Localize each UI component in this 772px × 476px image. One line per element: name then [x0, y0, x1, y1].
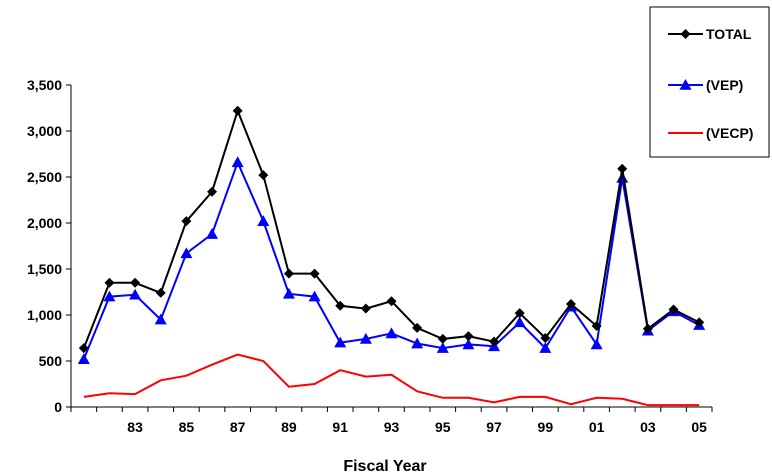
data-point: [77, 353, 90, 364]
data-point: [668, 304, 679, 315]
data-point: [539, 342, 552, 353]
data-point: [155, 287, 166, 298]
y-tick-label: 1,000: [27, 307, 62, 323]
series-vecp: [83, 353, 700, 407]
data-point: [462, 338, 475, 350]
legend-item: (VEP): [668, 77, 743, 93]
series-total: [78, 105, 705, 354]
y-tick-label: 500: [39, 353, 63, 369]
data-point: [437, 333, 448, 344]
legend-marker: [679, 79, 692, 90]
x-tick-label: 87: [230, 419, 246, 435]
data-point: [206, 228, 219, 239]
data-point: [616, 171, 629, 183]
data-point: [463, 331, 474, 342]
data-point: [258, 170, 269, 181]
y-tick-label: 2,000: [27, 215, 62, 231]
data-point: [411, 337, 424, 349]
y-tick-label: 3,500: [27, 77, 62, 93]
data-point: [231, 156, 244, 168]
data-point: [334, 336, 347, 348]
data-point: [309, 268, 320, 279]
series-line: [82, 107, 700, 349]
legend-label: (VECP): [706, 125, 753, 141]
data-point: [386, 296, 397, 307]
data-point: [489, 336, 500, 347]
data-point: [207, 186, 218, 197]
legend-item: (VECP): [668, 125, 753, 141]
x-tick-label: 05: [691, 419, 707, 435]
data-point: [412, 322, 423, 333]
data-point: [540, 333, 551, 343]
y-tick-label: 0: [54, 399, 62, 415]
data-point: [335, 300, 346, 311]
data-point: [181, 216, 192, 227]
series-line: [83, 353, 700, 407]
data-point: [694, 317, 705, 328]
y-tick-label: 1,500: [27, 261, 62, 277]
data-point: [513, 316, 526, 328]
legend-label: (VEP): [706, 77, 743, 93]
data-point: [130, 277, 141, 288]
x-tick-label: 91: [332, 419, 348, 435]
data-point: [154, 313, 167, 325]
data-point: [232, 105, 243, 116]
series-layer: [77, 105, 706, 407]
data-point: [129, 288, 142, 300]
data-point: [385, 327, 398, 339]
x-tick-label: 95: [435, 419, 451, 435]
x-tick-label: 93: [384, 419, 400, 435]
data-point: [180, 247, 193, 259]
data-point: [436, 342, 449, 353]
data-point: [308, 290, 321, 302]
data-point: [104, 277, 115, 288]
x-tick-label: 99: [538, 419, 554, 435]
data-point: [103, 290, 116, 302]
data-point: [78, 343, 89, 354]
x-tick-label: 01: [589, 419, 605, 435]
data-point: [514, 308, 525, 319]
legend-marker: [680, 29, 691, 39]
x-axis-title: Fiscal Year: [343, 458, 426, 475]
legend-item: TOTAL: [668, 26, 752, 42]
data-point: [590, 338, 603, 350]
x-tick-label: 89: [281, 419, 297, 435]
series-vep: [77, 156, 706, 364]
x-tick-label: 03: [640, 419, 656, 435]
x-tick-label: 85: [179, 419, 195, 435]
legend-label: TOTAL: [706, 26, 752, 42]
axes: 0 500 1,000 1,500 2,000 2,500 3,000 3,500 83 85 87…: [27, 77, 713, 435]
y-tick-label: 2,500: [27, 169, 62, 185]
y-tick-label: 3,000: [27, 123, 62, 139]
x-tick-label: 97: [486, 419, 502, 435]
data-point: [565, 298, 576, 309]
data-point: [359, 332, 372, 344]
data-point: [617, 163, 628, 174]
data-point: [360, 303, 371, 314]
data-point: [282, 287, 295, 299]
data-point: [257, 215, 270, 226]
data-point: [642, 323, 653, 334]
x-tick-label: 83: [127, 419, 143, 435]
legend: TOTAL (VEP) (VECP): [649, 6, 770, 158]
data-point: [591, 321, 602, 332]
data-point: [283, 268, 294, 279]
